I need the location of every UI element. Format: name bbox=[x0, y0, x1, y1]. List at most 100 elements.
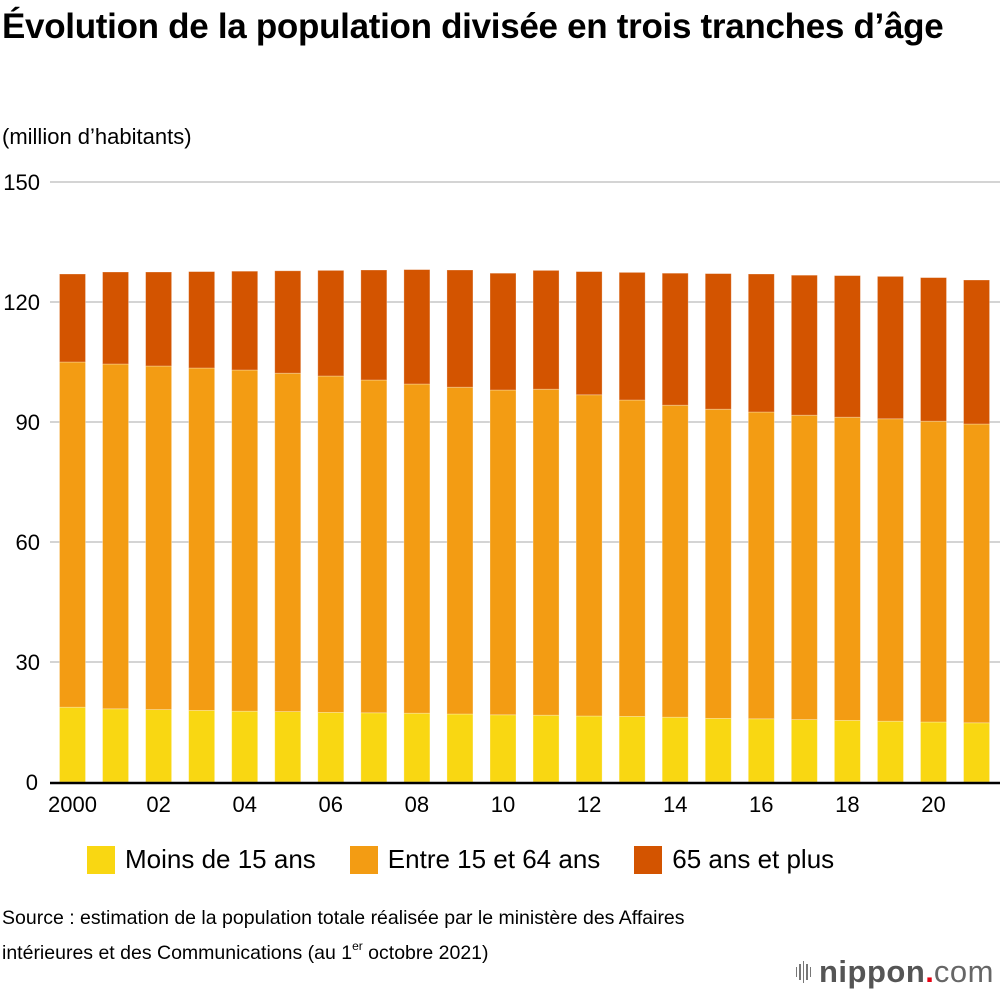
legend-label-65-plus: 65 ans et plus bbox=[672, 844, 835, 874]
y-tick-label: 0 bbox=[26, 770, 38, 795]
bar-2004-series-2 bbox=[231, 270, 259, 371]
y-tick-label: 120 bbox=[3, 290, 40, 315]
bar-2016-series-1 bbox=[747, 411, 775, 720]
chart-title: Évolution de la population divisée en tr… bbox=[2, 7, 944, 46]
bar-2005-series-0 bbox=[274, 711, 302, 783]
x-tick-label: 14 bbox=[663, 792, 687, 817]
legend-item-under-15: Moins de 15 ans bbox=[87, 844, 316, 875]
bar-2005-series-1 bbox=[274, 372, 302, 713]
logo-suffix: com bbox=[933, 954, 994, 989]
bar-2018-series-2 bbox=[834, 275, 861, 418]
bar-2016-series-0 bbox=[747, 718, 775, 783]
bar-2014-series-1 bbox=[661, 404, 689, 718]
bar-2016-series-2 bbox=[747, 273, 775, 413]
bar-2010-series-1 bbox=[489, 389, 517, 716]
bar-2019-series-1 bbox=[877, 418, 904, 722]
bar-2004-series-1 bbox=[231, 369, 259, 712]
bar-2017-series-1 bbox=[790, 414, 818, 721]
sound-wave-icon bbox=[795, 961, 814, 983]
bar-2015-series-2 bbox=[704, 273, 732, 410]
bar-2007-series-0 bbox=[360, 712, 388, 783]
bar-2007-series-1 bbox=[360, 379, 388, 714]
bar-2008-series-0 bbox=[403, 712, 431, 783]
logo-dot: . bbox=[925, 954, 934, 989]
y-axis-ticks: 0 30 60 90 120 150 bbox=[3, 170, 40, 795]
x-tick-label: 02 bbox=[146, 792, 170, 817]
y-axis-unit-label: (million d’habitants) bbox=[2, 124, 192, 149]
bar-2021-series-0 bbox=[963, 722, 990, 783]
x-tick-label: 10 bbox=[491, 792, 515, 817]
legend-item-15-64: Entre 15 et 64 ans bbox=[349, 844, 600, 875]
bar-2008-series-1 bbox=[403, 383, 431, 714]
x-tick-label: 12 bbox=[577, 792, 601, 817]
bar-2020-series-0 bbox=[920, 721, 947, 783]
bar-2013-series-2 bbox=[618, 271, 646, 401]
bar-2007-series-2 bbox=[360, 269, 388, 381]
x-tick-label: 18 bbox=[835, 792, 859, 817]
bars bbox=[59, 269, 990, 783]
bar-2014-series-0 bbox=[661, 716, 689, 783]
bar-2012-series-2 bbox=[575, 271, 603, 396]
bar-2013-series-1 bbox=[618, 399, 646, 717]
bar-2011-series-1 bbox=[532, 388, 560, 716]
bar-2006-series-2 bbox=[317, 269, 345, 377]
bar-2003-series-2 bbox=[188, 271, 216, 369]
bar-2000-series-1 bbox=[59, 361, 86, 708]
bar-2011-series-2 bbox=[532, 269, 560, 390]
bar-2010-series-2 bbox=[489, 272, 517, 391]
bar-2010-series-0 bbox=[489, 714, 517, 783]
legend-swatch-under-15 bbox=[87, 845, 115, 874]
y-tick-label: 60 bbox=[16, 530, 40, 555]
x-tick-label: 08 bbox=[405, 792, 429, 817]
legend-label-under-15: Moins de 15 ans bbox=[125, 844, 316, 874]
bar-2008-series-2 bbox=[403, 269, 431, 385]
bar-2000-series-0 bbox=[59, 706, 86, 783]
legend-item-65-plus: 65 ans et plus bbox=[634, 844, 834, 875]
bar-2019-series-0 bbox=[877, 720, 904, 783]
bar-2013-series-0 bbox=[618, 716, 646, 783]
bar-2003-series-1 bbox=[188, 367, 216, 711]
bar-2001-series-2 bbox=[102, 271, 129, 365]
source-superscript: er bbox=[352, 939, 363, 953]
bar-2000-series-2 bbox=[59, 273, 86, 363]
bar-2017-series-0 bbox=[790, 719, 818, 783]
source-text: Source : estimation de la population tot… bbox=[2, 907, 685, 964]
x-tick-label: 20 bbox=[921, 792, 945, 817]
bar-2009-series-1 bbox=[446, 386, 474, 715]
x-tick-label: 16 bbox=[749, 792, 773, 817]
bar-2012-series-0 bbox=[575, 715, 603, 783]
bar-2017-series-2 bbox=[790, 274, 818, 416]
source-note: Source : estimation de la population tot… bbox=[2, 904, 762, 967]
bar-2015-series-0 bbox=[704, 718, 732, 783]
bar-2014-series-2 bbox=[661, 272, 689, 406]
bar-2019-series-2 bbox=[877, 275, 904, 420]
bar-2001-series-1 bbox=[102, 363, 129, 710]
bar-2018-series-0 bbox=[834, 720, 861, 783]
bar-2005-series-2 bbox=[274, 270, 302, 374]
source-text-end: octobre 2021) bbox=[362, 942, 489, 964]
stacked-bar-chart: 0 30 60 90 120 150 2000 02 04 06 08 10 12 14 16 18 20 bbox=[3, 170, 1000, 817]
legend-swatch-15-64 bbox=[349, 845, 378, 874]
y-tick-label: 90 bbox=[16, 410, 40, 435]
nippon-logo: nippon. com bbox=[795, 954, 995, 990]
bar-2018-series-1 bbox=[834, 416, 861, 721]
bar-2012-series-1 bbox=[575, 394, 603, 717]
bar-2020-series-1 bbox=[920, 420, 947, 723]
legend: Moins de 15 ans Entre 15 et 64 ans 65 an… bbox=[87, 844, 868, 875]
bar-2009-series-2 bbox=[446, 269, 474, 388]
y-tick-label: 150 bbox=[3, 170, 40, 195]
bar-2001-series-0 bbox=[102, 708, 129, 783]
bar-2021-series-2 bbox=[963, 279, 990, 425]
bar-2006-series-0 bbox=[317, 712, 345, 783]
x-tick-label: 04 bbox=[232, 792, 256, 817]
bar-2021-series-1 bbox=[963, 423, 990, 724]
x-axis-ticks: 2000 02 04 06 08 10 12 14 16 18 20 bbox=[48, 792, 946, 817]
y-tick-label: 30 bbox=[16, 650, 40, 675]
bar-2015-series-1 bbox=[704, 408, 732, 719]
bar-2002-series-2 bbox=[145, 271, 173, 367]
logo-text: nippon bbox=[819, 954, 926, 989]
bar-2006-series-1 bbox=[317, 375, 345, 713]
bar-2002-series-0 bbox=[145, 709, 173, 783]
bar-2020-series-2 bbox=[920, 277, 947, 422]
x-tick-label: 06 bbox=[319, 792, 343, 817]
